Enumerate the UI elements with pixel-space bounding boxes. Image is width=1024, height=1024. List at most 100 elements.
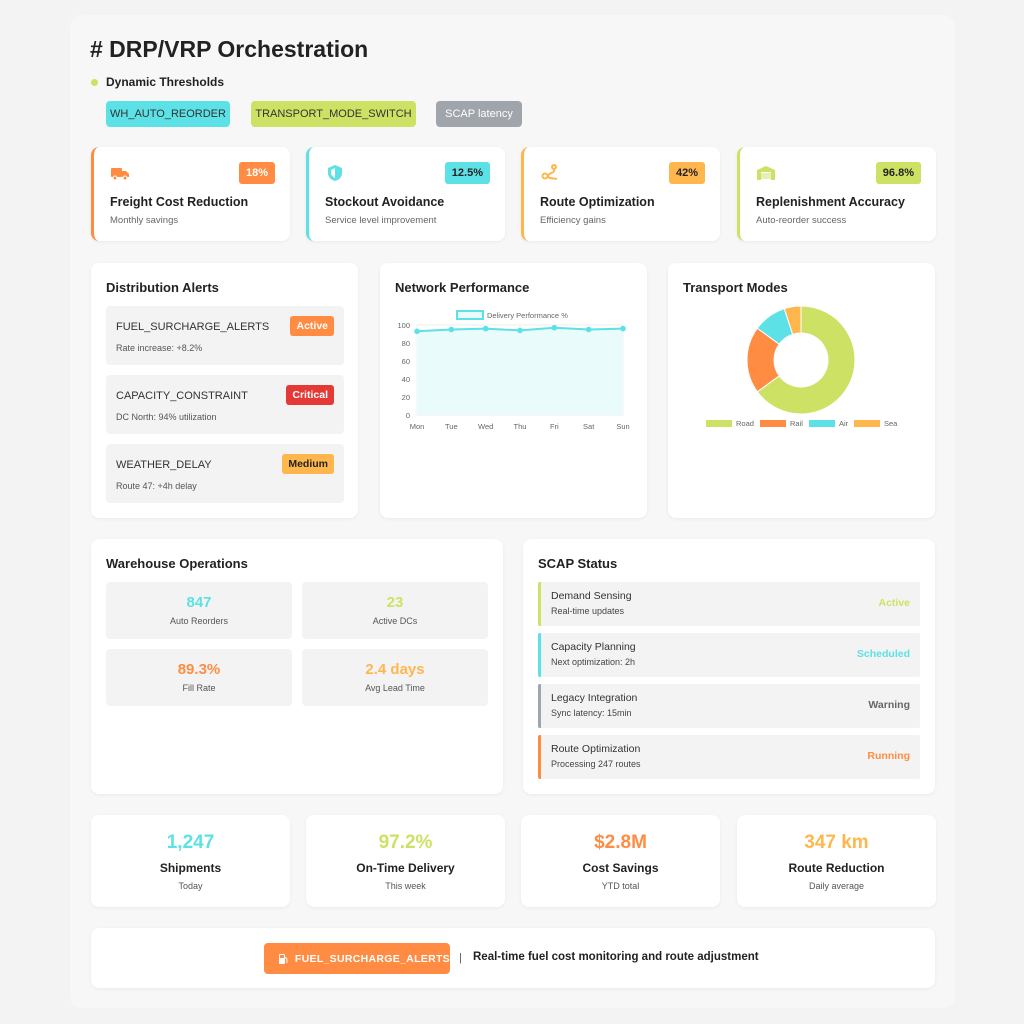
warehouse-icon <box>757 166 775 180</box>
scap-detail: Real-time updates <box>551 606 625 616</box>
scap-detail: Processing 247 routes <box>551 759 641 769</box>
data-point <box>482 325 489 332</box>
stat-subtitle: Today <box>178 881 203 891</box>
stat-shipments: 1,247 Shipments Today <box>91 815 290 907</box>
scap-status-card: SCAP Status Demand Sensing Real-time upda… <box>523 539 935 794</box>
stat-value: 97.2% <box>378 832 433 853</box>
area-fill <box>417 327 623 415</box>
fuel-surcharge-button[interactable]: FUEL_SURCHARGE_ALERTS <box>264 943 450 974</box>
metric-label: Auto Reorders <box>169 616 229 626</box>
metric-label: Fill Rate <box>182 683 216 693</box>
scap-item[interactable]: Legacy Integration Sync latency: 15min War… <box>538 684 920 728</box>
metric-value: 847 <box>186 594 212 611</box>
kpi-badge: 18% <box>238 162 275 184</box>
kpi-title: Stockout Avoidance <box>325 195 445 209</box>
x-tick-label: Tue <box>445 422 458 431</box>
y-tick-label: 40 <box>402 375 410 384</box>
y-tick-label: 80 <box>402 339 410 348</box>
card-title: Network Performance <box>395 280 530 295</box>
y-tick-label: 0 <box>406 411 410 420</box>
legend-swatch <box>456 310 484 320</box>
y-tick-label: 60 <box>402 357 410 366</box>
card-title: Warehouse Operations <box>106 556 248 571</box>
kpi-card-stockout: 12.5% Stockout Avoidance Service level i… <box>306 147 505 241</box>
metric-label: Avg Lead Time <box>365 683 425 693</box>
scap-item[interactable]: Demand Sensing Real-time updates Active <box>538 582 920 626</box>
kpi-card-route: 42% Route Optimization Efficiency gains <box>521 147 720 241</box>
alert-item[interactable]: FUEL_SURCHARGE_ALERTS Rate increase: +8.… <box>106 306 344 365</box>
legend-label: Rail <box>790 419 803 428</box>
page-title: # DRP/VRP Orchestration <box>90 36 369 62</box>
kpi-card-freight: 18% Freight Cost Reduction Monthly savin… <box>91 147 290 241</box>
stat-cost-savings: $2.8M Cost Savings YTD total <box>521 815 720 907</box>
line-chart: Delivery Performance % 0 20 40 60 80 100 Mon Tue… <box>397 310 630 431</box>
metric-tile: 23 Active DCs <box>302 582 488 639</box>
separator: | <box>459 952 462 964</box>
x-tick-label: Mon <box>410 422 425 431</box>
kpi-card-replenishment: 96.8% Replenishment Accuracy Auto-reorde… <box>737 147 936 241</box>
metric-label: Active DCs <box>372 616 418 626</box>
alert-item[interactable]: WEATHER_DELAY Route 47: +4h delay Medium <box>106 444 344 503</box>
x-tick-label: Thu <box>514 422 527 431</box>
kpi-subtitle: Auto-reorder success <box>756 215 847 226</box>
stat-subtitle: Daily average <box>808 881 865 891</box>
card-title: Distribution Alerts <box>106 280 219 295</box>
truck-icon <box>111 168 129 181</box>
scap-status: Warning <box>868 699 910 711</box>
tag-wh-auto-reorder[interactable]: WH_AUTO_REORDER <box>106 101 230 127</box>
scap-name: Route Optimization <box>551 743 641 755</box>
donut-slice <box>756 305 856 415</box>
alert-badge: Critical <box>286 385 334 405</box>
stat-on-time: 97.2% On-Time Delivery This week <box>306 815 505 907</box>
metric-value: 89.3% <box>177 661 221 678</box>
scap-item[interactable]: Route Optimization Processing 247 routes R… <box>538 735 920 779</box>
x-tick-label: Sat <box>583 422 595 431</box>
warehouse-operations-card: Warehouse Operations 847 Auto Reorders 23… <box>91 539 503 794</box>
fuel-pump-icon <box>278 953 288 964</box>
stat-value: $2.8M <box>594 832 647 853</box>
fuel-banner: FUEL_SURCHARGE_ALERTS | Real-time fuel c… <box>91 928 935 988</box>
stat-title: On-Time Delivery <box>356 861 455 875</box>
route-icon <box>541 164 558 180</box>
kpi-badge: 12.5% <box>444 162 490 184</box>
threshold-label: Dynamic Thresholds <box>106 75 225 89</box>
stat-title: Route Reduction <box>788 861 885 875</box>
stat-value: 1,247 <box>166 832 215 853</box>
stat-route-reduction: 347 km Route Reduction Daily average <box>737 815 936 907</box>
scap-status: Active <box>878 597 910 609</box>
legend-label: Delivery Performance % <box>487 311 568 320</box>
kpi-title: Route Optimization <box>540 195 655 209</box>
data-point <box>517 327 523 334</box>
threshold-indicator: Dynamic Thresholds <box>91 75 224 89</box>
distribution-alerts-card: Distribution Alerts FUEL_SURCHARGE_ALERT… <box>91 263 358 518</box>
alert-item[interactable]: CAPACITY_CONSTRAINT DC North: 94% utiliz… <box>106 375 344 434</box>
status-dot <box>91 78 98 86</box>
legend-swatch <box>809 420 835 427</box>
alert-detail: Rate increase: +8.2% <box>116 343 203 353</box>
scap-status: Scheduled <box>856 648 910 660</box>
card-title: Transport Modes <box>683 280 788 295</box>
legend-swatch <box>706 420 732 427</box>
kpi-badge: 96.8% <box>875 162 921 184</box>
stat-subtitle: YTD total <box>601 881 640 891</box>
alert-badge: Active <box>290 316 334 336</box>
y-tick-label: 20 <box>402 393 410 402</box>
metric-tile: 847 Auto Reorders <box>106 582 292 639</box>
fuel-surcharge-label: FUEL_SURCHARGE_ALERTS <box>294 952 450 965</box>
alert-detail: Route 47: +4h delay <box>116 481 197 491</box>
banner-text: Real-time fuel cost monitoring and route… <box>473 951 759 963</box>
tag-scap-latency[interactable]: SCAP latency <box>436 101 522 127</box>
tag-transport-mode-switch[interactable]: TRANSPORT_MODE_SWITCH <box>251 101 416 127</box>
network-performance-card: Network Performance Delivery Performance… <box>380 263 647 518</box>
scap-status: Running <box>867 750 910 762</box>
scap-name: Demand Sensing <box>551 590 632 602</box>
scap-name: Legacy Integration <box>551 692 638 704</box>
data-point <box>551 324 558 331</box>
metric-tile: 89.3% Fill Rate <box>106 649 292 706</box>
kpi-title: Freight Cost Reduction <box>110 195 249 209</box>
scap-detail: Next optimization: 2h <box>551 657 636 667</box>
kpi-subtitle: Monthly savings <box>110 215 179 226</box>
scap-item[interactable]: Capacity Planning Next optimization: 2h Sc… <box>538 633 920 677</box>
alert-badge: Medium <box>282 454 334 474</box>
data-point <box>585 326 592 333</box>
